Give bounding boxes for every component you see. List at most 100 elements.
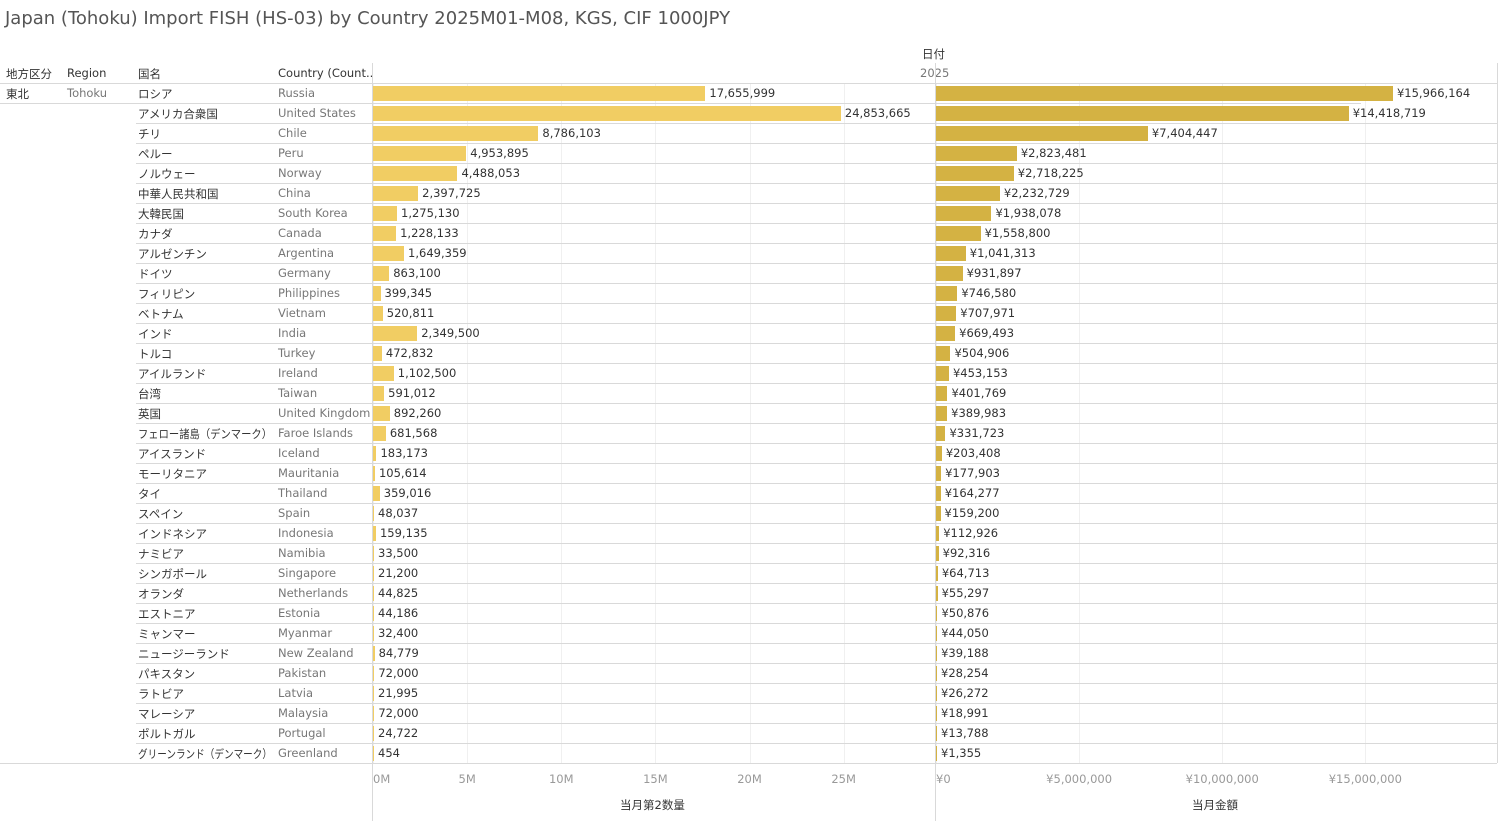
quantity-value-label: 33,500 [378, 546, 419, 560]
amount-bar[interactable] [936, 746, 937, 761]
amount-bar[interactable] [936, 386, 948, 401]
amount-bar[interactable] [936, 226, 981, 241]
quantity-bar[interactable] [373, 466, 375, 481]
amount-bar[interactable] [936, 126, 1148, 141]
amount-bar[interactable] [936, 406, 948, 421]
quantity-value-label: 4,953,895 [470, 146, 529, 160]
x-axis-title-amt: 当月金額 [1192, 798, 1238, 812]
quantity-bar[interactable] [373, 606, 374, 621]
amount-bar[interactable] [936, 86, 1393, 101]
amount-bar[interactable] [936, 446, 942, 461]
axis-tick-label: ¥10,000,000 [1185, 772, 1259, 786]
amount-bar[interactable] [936, 626, 938, 641]
amount-value-label: ¥1,041,313 [969, 246, 1036, 260]
quantity-value-label: 105,614 [378, 466, 427, 480]
gridline [749, 84, 751, 764]
amount-bar[interactable] [936, 686, 937, 701]
quantity-value-label: 472,832 [385, 346, 434, 360]
amount-bar[interactable] [936, 666, 937, 681]
country-jp-label: アメリカ合衆国 [138, 107, 218, 121]
quantity-value-label: 159,135 [379, 526, 428, 540]
amount-value-label: ¥13,788 [941, 726, 989, 740]
amount-bar[interactable] [936, 366, 949, 381]
amount-bar[interactable] [936, 206, 992, 221]
quantity-bar[interactable] [373, 646, 375, 661]
amount-value-label: ¥26,272 [941, 686, 989, 700]
amount-bar[interactable] [936, 146, 1017, 161]
quantity-bar[interactable] [373, 346, 382, 361]
quantity-bar[interactable] [373, 406, 390, 421]
quantity-bar[interactable] [373, 546, 374, 561]
quantity-bar[interactable] [373, 586, 374, 601]
quantity-bar[interactable] [373, 226, 397, 241]
quantity-bar[interactable] [373, 446, 377, 461]
quantity-bar[interactable] [373, 206, 397, 221]
quantity-bar[interactable] [373, 366, 394, 381]
row-divider [136, 663, 1497, 664]
amount-bar[interactable] [936, 706, 937, 721]
country-label: Faroe Islands [278, 426, 354, 440]
quantity-bar[interactable] [373, 686, 374, 701]
country-jp-label: アイルランド [138, 367, 207, 381]
amount-bar[interactable] [936, 166, 1014, 181]
amount-bar[interactable] [936, 186, 1000, 201]
quantity-bar[interactable] [373, 486, 380, 501]
quantity-bar[interactable] [373, 286, 381, 301]
quantity-bar[interactable] [373, 666, 375, 681]
amount-value-label: ¥164,277 [944, 486, 1000, 500]
amount-bar[interactable] [936, 426, 946, 441]
amount-bar[interactable] [936, 566, 938, 581]
amount-bar[interactable] [936, 246, 966, 261]
amount-bar[interactable] [936, 546, 939, 561]
col-header-country[interactable]: Country (Count.. [278, 66, 374, 80]
amount-bar[interactable] [936, 326, 956, 341]
quantity-bar[interactable] [373, 246, 405, 261]
col-header-area[interactable]: 地方区分 [6, 67, 52, 81]
amount-bar[interactable] [936, 106, 1349, 121]
amount-bar[interactable] [936, 586, 938, 601]
col-header-region[interactable]: Region [67, 66, 107, 80]
quantity-bar[interactable] [373, 186, 419, 201]
quantity-bar[interactable] [373, 526, 376, 541]
quantity-bar[interactable] [373, 106, 841, 121]
quantity-value-label: 2,349,500 [421, 326, 480, 340]
quantity-bar[interactable] [373, 626, 374, 641]
quantity-value-label: 8,786,103 [542, 126, 601, 140]
quantity-bar[interactable] [373, 326, 418, 341]
amount-value-label: ¥203,408 [945, 446, 1001, 460]
amount-bar[interactable] [936, 606, 938, 621]
amount-bar[interactable] [936, 286, 958, 301]
row-divider [0, 103, 1361, 104]
x-axis-title-qty: 当月第2数量 [620, 798, 685, 812]
quantity-bar[interactable] [373, 706, 375, 721]
amount-bar[interactable] [936, 646, 938, 661]
country-label: Turkey [278, 346, 316, 360]
col-header-country-jp[interactable]: 国名 [138, 67, 161, 81]
quantity-bar[interactable] [373, 166, 458, 181]
country-jp-label: インドネシア [138, 527, 207, 541]
amount-value-label: ¥64,713 [941, 566, 990, 580]
quantity-bar[interactable] [373, 426, 386, 441]
amount-bar[interactable] [936, 266, 963, 281]
amount-bar[interactable] [936, 466, 942, 481]
amount-bar[interactable] [936, 486, 941, 501]
pane-divider [372, 63, 373, 821]
quantity-bar[interactable] [373, 386, 385, 401]
amount-bar[interactable] [936, 306, 957, 321]
quantity-value-label: 399,345 [384, 286, 433, 300]
country-label: Latvia [278, 686, 314, 700]
row-divider [136, 503, 1497, 504]
quantity-bar[interactable] [373, 266, 390, 281]
quantity-bar[interactable] [373, 726, 374, 741]
quantity-bar[interactable] [373, 566, 374, 581]
quantity-bar[interactable] [373, 506, 374, 521]
amount-bar[interactable] [936, 726, 937, 741]
quantity-bar[interactable] [373, 86, 706, 101]
amount-bar[interactable] [936, 526, 940, 541]
amount-bar[interactable] [936, 346, 951, 361]
quantity-bar[interactable] [373, 746, 374, 761]
amount-bar[interactable] [936, 506, 941, 521]
quantity-bar[interactable] [373, 126, 539, 141]
quantity-bar[interactable] [373, 306, 383, 321]
quantity-bar[interactable] [373, 146, 467, 161]
